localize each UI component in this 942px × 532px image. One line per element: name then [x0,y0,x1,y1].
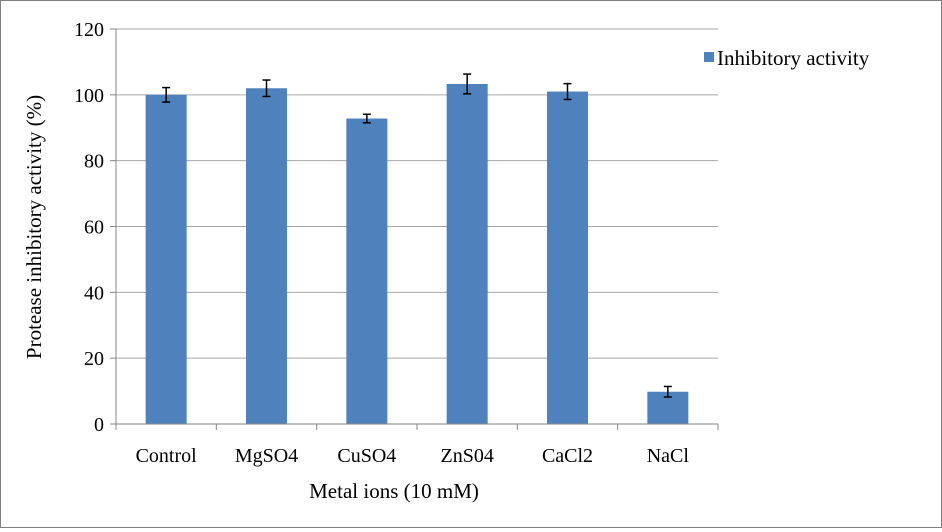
y-tick-label: 120 [74,19,104,41]
bar [446,83,488,425]
x-tick-label: MgSO4 [235,445,298,467]
bar [547,91,588,425]
y-tick-label: 100 [74,85,104,107]
x-tick-label: ZnS04 [440,445,493,467]
bar [246,88,287,424]
bar [346,118,388,425]
legend-label: Inhibitory activity [717,46,870,70]
x-tick-label: CuSO4 [337,445,396,467]
axes [110,28,719,430]
bar [145,94,187,424]
x-tick-label: Control [136,445,198,467]
legend: Inhibitory activity [704,46,870,70]
bars [145,83,689,425]
y-tick-label: 20 [84,348,104,370]
x-tick-labels: Control MgSO4 CuSO4 ZnS04 CaCl2 NaCl [136,445,690,467]
x-axis-title: Metal ions (10 mM) [309,479,479,503]
gridlines [116,28,718,359]
legend-swatch [704,52,714,62]
x-tick-label: NaCl [647,445,690,467]
y-tick-label: 80 [84,151,104,173]
x-tick-label: CaCl2 [542,445,593,467]
y-tick-labels: 0 20 40 60 80 100 120 [74,19,104,436]
y-axis-title: Protease inhibitory activity (%) [22,95,46,359]
y-tick-label: 60 [84,217,104,239]
y-tick-label: 0 [94,414,104,436]
error-bars [162,73,672,398]
y-tick-label: 40 [84,282,104,304]
